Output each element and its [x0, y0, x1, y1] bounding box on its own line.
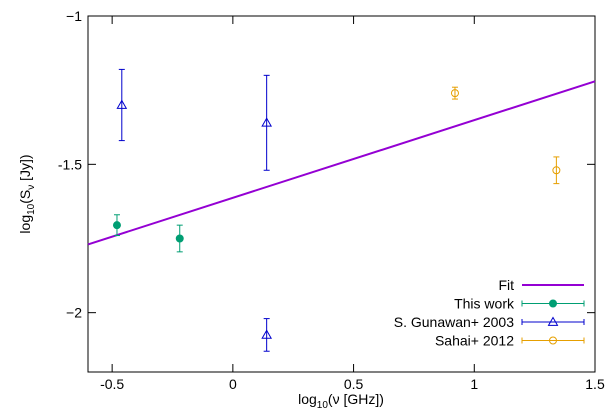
data-point: [175, 234, 184, 243]
axis-ticks: -0.5 0 0.5 1 1.5 −1 -1.5 −2: [58, 8, 605, 392]
x-tick-label: 0.5: [344, 376, 364, 392]
legend-marker: [549, 336, 557, 345]
legend: Fit This work S. Gunawan+ 2003 Sahai+ 2012: [394, 277, 585, 349]
legend-label: This work: [454, 296, 515, 312]
legend-marker: [547, 316, 559, 326]
y-tick-label: -1.5: [58, 156, 82, 172]
legend-marker: [549, 299, 557, 308]
x-tick-label: 1.5: [585, 376, 605, 392]
data-points: [112, 68, 561, 352]
y-tick-label: −2: [66, 305, 82, 321]
legend-label: S. Gunawan+ 2003: [394, 314, 514, 330]
fit-layer: [87, 80, 596, 246]
plot-frame: [87, 15, 596, 373]
data-point: [552, 166, 561, 175]
y-axis-label: log10(Sν [Jy]): [17, 154, 37, 233]
data-point: [261, 117, 273, 127]
legend-label: Fit: [498, 277, 514, 293]
data-point: [261, 329, 273, 339]
fit-line: [87, 80, 596, 246]
x-tick-label: -0.5: [100, 376, 124, 392]
x-tick-label: 0: [229, 376, 237, 392]
x-tick-label: 1: [470, 376, 478, 392]
x-axis-label: log10(ν [GHz]): [298, 391, 384, 409]
data-point: [450, 89, 459, 98]
data-point: [112, 221, 121, 230]
y-tick-label: −1: [66, 8, 82, 24]
legend-label: Sahai+ 2012: [435, 333, 514, 349]
data-point: [116, 99, 128, 109]
